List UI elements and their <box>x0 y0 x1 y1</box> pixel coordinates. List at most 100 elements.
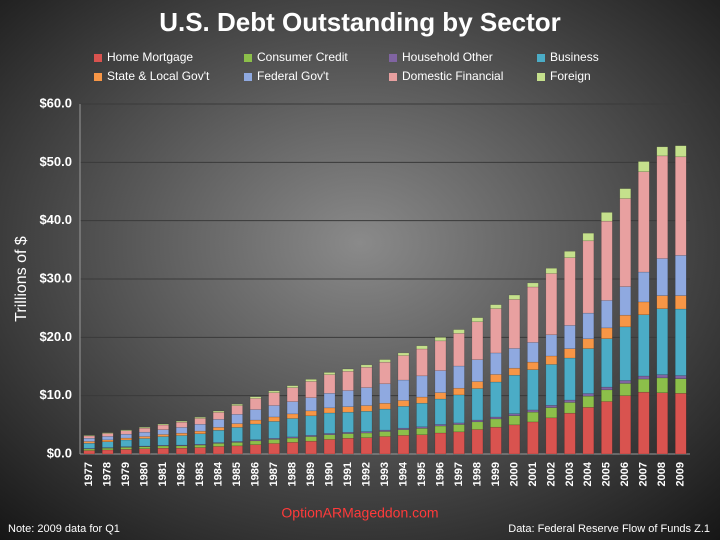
bar-segment <box>175 421 188 428</box>
bar-segment <box>675 255 687 296</box>
bar-segment <box>601 327 613 339</box>
bar-segment <box>508 374 521 414</box>
bar-segment <box>286 413 299 419</box>
legend-label: Foreign <box>550 69 591 83</box>
note: Note: 2009 data for Q1 <box>8 523 120 535</box>
bar-segment <box>453 424 465 433</box>
bar-segment <box>508 294 521 300</box>
bar-segment <box>527 411 539 423</box>
source: Data: Federal Reserve Flow of Funds Z.1 <box>508 523 710 535</box>
bar-segment <box>212 412 225 420</box>
bar-segment <box>453 329 465 334</box>
bar-segment <box>83 435 95 439</box>
bar-segment <box>231 405 243 415</box>
x-tick-label: 1985 <box>231 462 243 486</box>
bar-segment <box>638 314 650 377</box>
x-tick-label: 2001 <box>527 462 539 486</box>
bar-segment <box>83 441 95 444</box>
x-tick-label: 1998 <box>471 462 483 486</box>
bar-segment <box>83 442 95 449</box>
bar-segment <box>656 155 669 259</box>
bar-segment <box>416 348 428 377</box>
bar-segment <box>675 295 687 310</box>
bar-segment <box>601 220 613 301</box>
bar-segment <box>545 417 558 455</box>
bar-segment <box>101 447 114 451</box>
bar-segment <box>471 388 484 421</box>
x-tick-label: 1991 <box>342 462 354 486</box>
bar-segment <box>379 436 391 455</box>
x-tick-label: 1977 <box>83 462 95 486</box>
bar-segment <box>360 410 373 432</box>
bar-segment <box>249 444 262 455</box>
bar-segment <box>360 432 373 438</box>
bar-segment <box>675 308 687 376</box>
bar-segment <box>453 431 465 455</box>
bar-segment <box>619 380 632 384</box>
legend-swatch <box>94 73 102 81</box>
bar-segment <box>175 447 188 455</box>
bar-segment <box>638 271 650 303</box>
bar-segment <box>194 447 206 455</box>
x-tick-label: 1990 <box>323 462 335 486</box>
bar-segment <box>675 145 687 158</box>
bar-segment <box>157 434 169 437</box>
bar-segment <box>564 251 576 258</box>
x-tick-label: 2004 <box>582 461 594 486</box>
bar-segment <box>379 408 391 431</box>
bar-segment <box>268 405 280 418</box>
x-tick-label: 2009 <box>675 462 687 486</box>
bar-segment <box>175 432 188 436</box>
bar-segment <box>582 232 595 242</box>
bar-segment <box>397 435 410 455</box>
bar-segment <box>305 381 317 398</box>
bar-segment <box>471 321 484 360</box>
bar-segment <box>175 420 188 423</box>
bar-segment <box>619 314 632 328</box>
bar-segment <box>582 338 595 349</box>
bar-segment <box>434 398 447 425</box>
bar-segment <box>212 419 225 428</box>
bar-segment <box>268 392 280 406</box>
bar-segment <box>286 437 299 443</box>
bar-segment <box>564 357 576 401</box>
bar-segment <box>157 445 169 449</box>
legend-label: State & Local Gov't <box>107 69 210 83</box>
bar-segment <box>286 401 299 415</box>
bar-segment <box>83 438 95 442</box>
bar-segment <box>120 449 132 455</box>
bar-segment <box>397 400 410 407</box>
bar-segment <box>416 434 428 455</box>
bar-segment <box>231 442 243 447</box>
bar-segment <box>638 161 650 172</box>
bar-segment <box>582 407 595 455</box>
bar-segment <box>397 355 410 381</box>
bar-segment <box>619 395 632 455</box>
bar-segment <box>194 444 206 448</box>
bar-segment <box>175 445 188 449</box>
bar-segment <box>527 361 539 370</box>
bar-segment <box>120 433 132 439</box>
bar-segment <box>564 402 576 414</box>
bar-segment <box>249 396 262 399</box>
x-tick-label: 1996 <box>434 462 446 486</box>
bar-segment <box>101 439 114 442</box>
x-tick-label: 1988 <box>286 462 298 486</box>
bar-segment <box>212 410 225 413</box>
bar-segment <box>342 406 354 413</box>
bar-segment <box>175 435 188 446</box>
bar-segment <box>323 434 336 440</box>
bar-segment <box>138 438 151 447</box>
bar-segment <box>379 361 391 385</box>
bar-segment <box>508 367 521 376</box>
bar-segment <box>194 430 206 435</box>
bar-segment <box>638 391 650 455</box>
bar-segment <box>490 308 502 354</box>
bar-segment <box>323 439 336 455</box>
bar-segment <box>434 337 447 342</box>
bar-segment <box>471 419 484 423</box>
bar-segment <box>194 418 206 425</box>
y-tick-label: $40.0 <box>39 212 72 227</box>
legend-label: Federal Gov't <box>257 69 329 83</box>
bar-segment <box>619 383 632 396</box>
